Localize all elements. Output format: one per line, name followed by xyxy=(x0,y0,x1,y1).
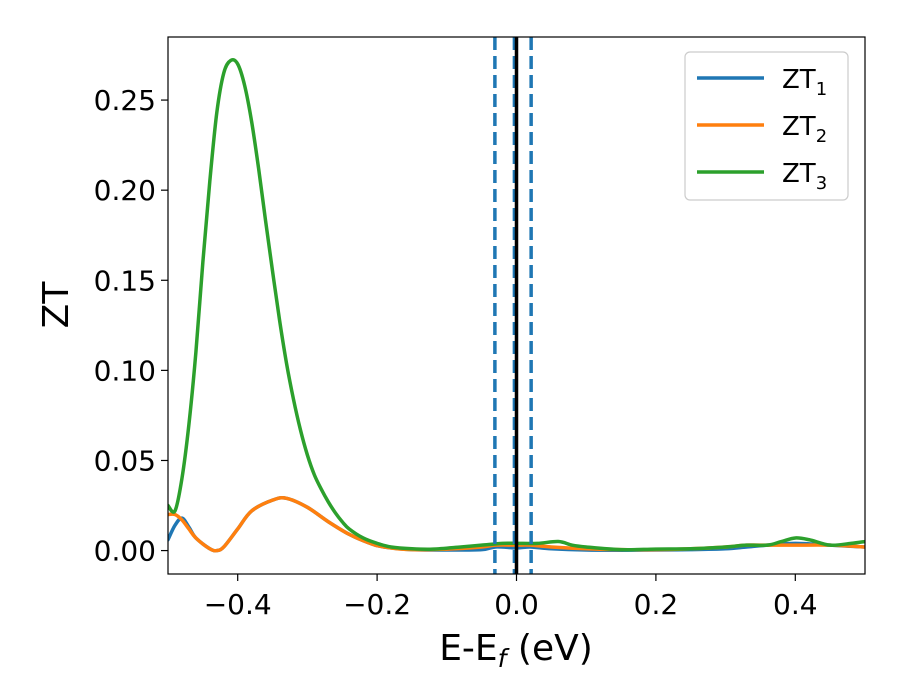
x-tick-label: 0.4 xyxy=(773,588,818,621)
y-axis-label: ZT xyxy=(36,281,77,329)
y-tick-label: 0.05 xyxy=(94,444,156,477)
y-tick-label: 0.20 xyxy=(94,174,156,207)
x-axis-label: E-Ef (eV) xyxy=(439,628,593,673)
x-axis-label-unit: (eV) xyxy=(506,628,592,669)
reference-lines xyxy=(493,37,533,574)
legend-label-main: ZT xyxy=(782,159,816,189)
legend-label-sub: 1 xyxy=(816,79,827,100)
x-axis-label-main: E-E xyxy=(439,628,497,669)
legend-label-main: ZT xyxy=(782,112,816,142)
x-axis: −0.4 −0.2 0.0 0.2 0.4 xyxy=(204,574,818,621)
legend-label-zt3: ZT3 xyxy=(782,159,827,194)
y-tick-label: 0.15 xyxy=(94,264,156,297)
y-tick-label: 0.00 xyxy=(94,535,156,568)
x-tick-label: 0.0 xyxy=(494,588,539,621)
series-line-zt3 xyxy=(168,58,865,552)
legend-box xyxy=(684,51,849,201)
x-tick-label: −0.2 xyxy=(343,588,411,621)
legend-label-sub: 3 xyxy=(816,173,827,194)
y-tick-label: 0.25 xyxy=(94,84,156,117)
y-tick-label: 0.10 xyxy=(94,354,156,387)
legend-label-zt1: ZT1 xyxy=(782,65,827,100)
x-tick-label: 0.2 xyxy=(634,588,679,621)
legend-label-sub: 2 xyxy=(816,126,827,147)
series-lines xyxy=(168,58,865,553)
legend-label-zt2: ZT2 xyxy=(782,112,827,147)
legend-label-main: ZT xyxy=(782,65,816,95)
y-axis: 0.00 0.05 0.10 0.15 0.20 0.25 xyxy=(94,84,168,568)
x-tick-label: −0.4 xyxy=(204,588,272,621)
